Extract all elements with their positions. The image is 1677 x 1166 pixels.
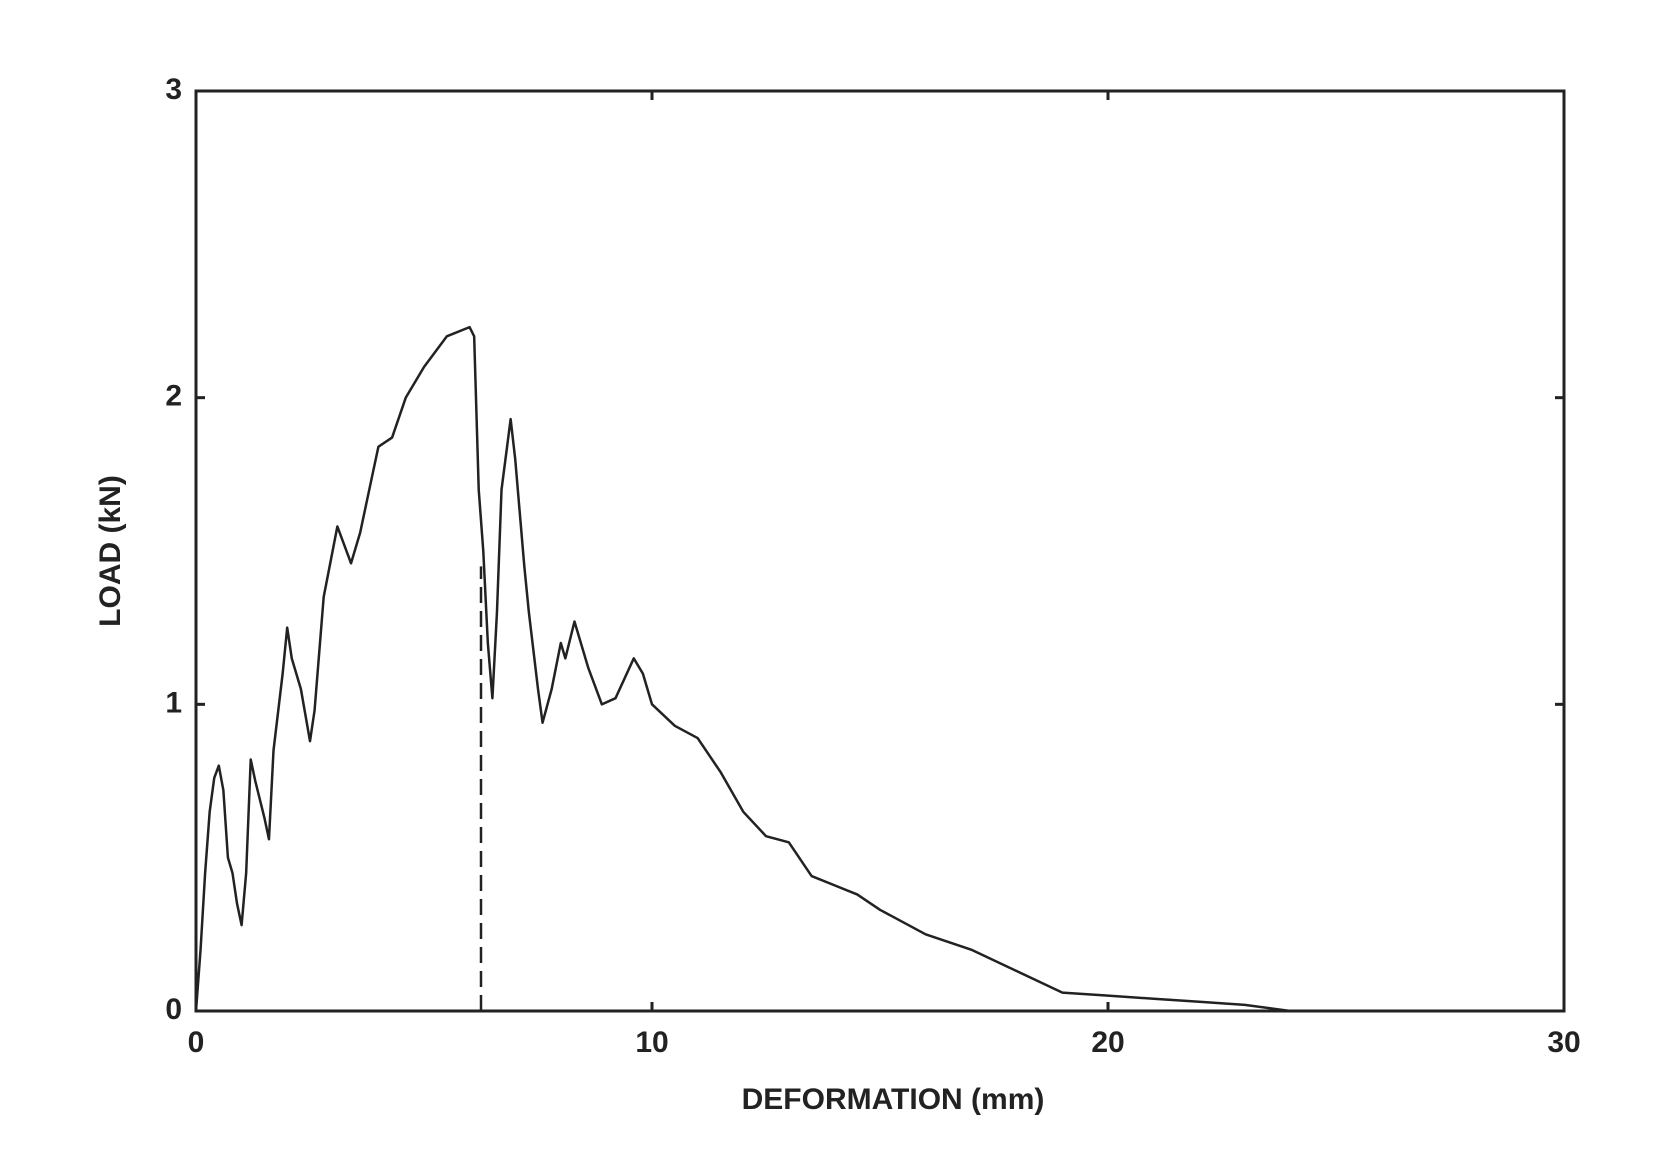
y-tick-label: 2 bbox=[165, 380, 182, 413]
data-line bbox=[194, 325, 1291, 1013]
y-tick-label: 3 bbox=[165, 73, 182, 106]
plot-frame bbox=[194, 89, 1566, 1013]
x-axis-label: DEFORMATION (mm) bbox=[742, 1083, 1045, 1116]
x-tick-label: 10 bbox=[635, 1026, 668, 1059]
y-tick-label: 1 bbox=[165, 686, 182, 719]
x-tick-label: 20 bbox=[1091, 1026, 1124, 1059]
x-tick-label: 30 bbox=[1547, 1026, 1580, 1059]
y-tick-label: 0 bbox=[165, 993, 182, 1026]
y-axis-label: LOAD (kN) bbox=[94, 475, 127, 627]
x-tick-label: 0 bbox=[188, 1026, 205, 1059]
